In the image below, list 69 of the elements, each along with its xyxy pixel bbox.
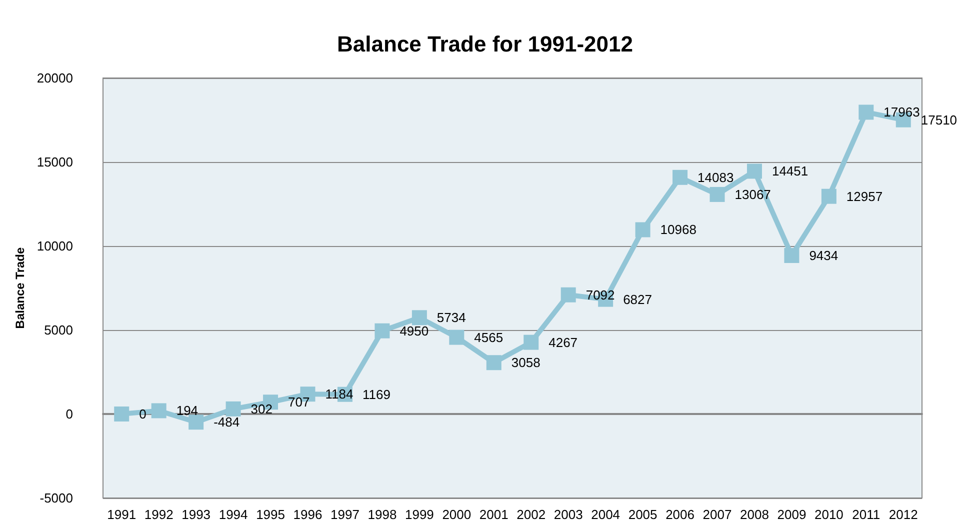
data-label: 707 bbox=[288, 394, 310, 410]
x-tick-label: 1993 bbox=[182, 507, 211, 521]
point bbox=[524, 334, 539, 350]
data-label: 1184 bbox=[325, 386, 354, 402]
x-tick-label: 2007 bbox=[702, 507, 732, 521]
point bbox=[374, 323, 390, 338]
x-tick-label: 2002 bbox=[516, 507, 546, 521]
data-label: 0 bbox=[139, 406, 146, 422]
point bbox=[672, 170, 688, 185]
point bbox=[449, 330, 464, 345]
chart-title: Balance Trade for 1991-2012 bbox=[337, 32, 633, 56]
data-label: 194 bbox=[176, 403, 198, 418]
point bbox=[858, 104, 874, 120]
data-label: 3058 bbox=[511, 355, 540, 370]
data-label: 17510 bbox=[920, 112, 958, 128]
data-label: 14083 bbox=[698, 170, 734, 185]
x-tick-label: 2005 bbox=[628, 507, 658, 521]
x-tick-label: 1995 bbox=[256, 507, 285, 521]
point bbox=[710, 186, 725, 202]
point bbox=[412, 310, 427, 326]
data-label: 1169 bbox=[362, 386, 390, 402]
data-label: 6827 bbox=[623, 292, 652, 307]
data-label: -484 bbox=[214, 414, 240, 430]
data-label: 5734 bbox=[436, 310, 466, 326]
y-tick-label: -5000 bbox=[40, 490, 73, 506]
y-tick-label: 15000 bbox=[36, 154, 73, 170]
x-tick-label: 2003 bbox=[554, 507, 583, 521]
point bbox=[486, 355, 502, 370]
x-tick-label: 1994 bbox=[218, 507, 248, 521]
data-label: 14451 bbox=[772, 164, 808, 179]
x-tick-label: 2010 bbox=[814, 507, 844, 521]
x-tick-label: 2000 bbox=[442, 507, 472, 521]
x-tick-label: 2004 bbox=[591, 507, 620, 521]
x-tick-label: 2001 bbox=[479, 507, 508, 521]
x-tick-label: 2006 bbox=[666, 507, 694, 521]
data-label: 4950 bbox=[400, 323, 429, 338]
x-tick-label: 2011 bbox=[852, 507, 880, 521]
point bbox=[821, 188, 836, 204]
data-label: 9434 bbox=[809, 248, 838, 264]
point bbox=[746, 164, 762, 179]
point bbox=[151, 403, 166, 418]
x-tick-label: 1999 bbox=[404, 507, 434, 521]
data-label: 302 bbox=[250, 401, 272, 416]
y-tick-label: 5000 bbox=[44, 322, 73, 338]
data-label: 13067 bbox=[734, 186, 771, 202]
x-tick-label: 1998 bbox=[368, 507, 397, 521]
point bbox=[114, 406, 130, 422]
y-tick-label: 10000 bbox=[36, 238, 73, 254]
x-tick-label: 2008 bbox=[740, 507, 769, 521]
x-tick-label: 1992 bbox=[144, 507, 174, 521]
point bbox=[560, 287, 576, 302]
data-label: 17963 bbox=[884, 104, 920, 120]
x-tick-label: 1996 bbox=[293, 507, 322, 521]
point bbox=[784, 248, 800, 264]
y-tick-label: 0 bbox=[66, 406, 73, 422]
point bbox=[635, 222, 650, 238]
x-tick-label: 2009 bbox=[777, 507, 806, 521]
x-tick-label: 1991 bbox=[107, 507, 136, 521]
data-label: 7092 bbox=[586, 287, 615, 302]
y-tick-label: 20000 bbox=[36, 70, 73, 86]
data-label: 10968 bbox=[660, 222, 696, 238]
data-label: 12957 bbox=[846, 188, 883, 204]
y-axis-title: Balance Trade bbox=[12, 246, 27, 329]
data-label: 4267 bbox=[548, 334, 578, 350]
point bbox=[188, 414, 204, 430]
x-tick-label: 2012 bbox=[888, 507, 918, 521]
x-tick-label: 1997 bbox=[330, 507, 360, 521]
data-label: 4565 bbox=[474, 330, 504, 345]
point bbox=[226, 401, 241, 416]
